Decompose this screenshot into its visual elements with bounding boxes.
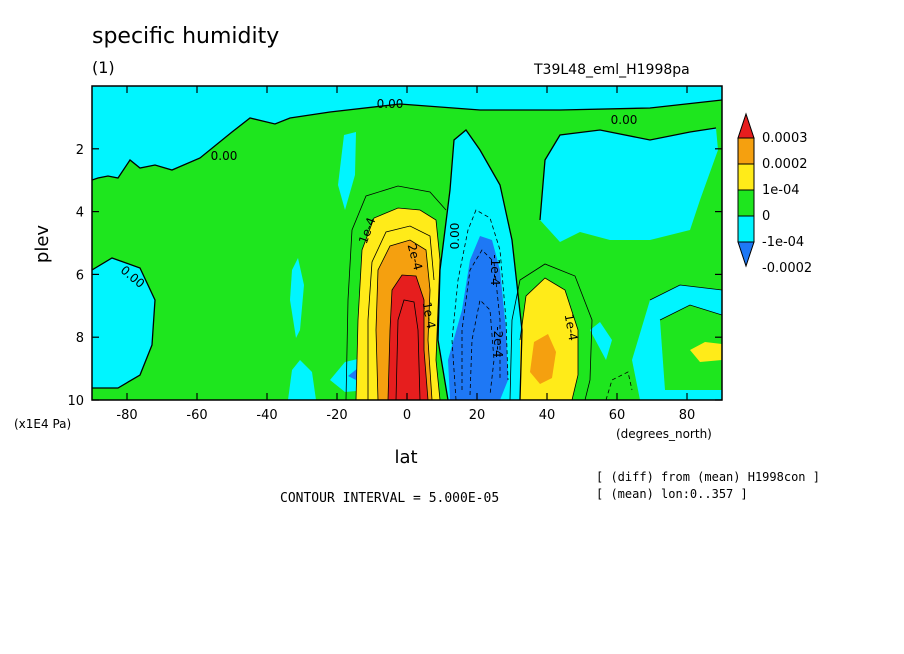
contour-label: -2e-4	[491, 326, 505, 357]
cyan-region-left	[92, 258, 155, 388]
legend-label: -1e-04	[762, 235, 804, 250]
y-axis-unit: (x1E4 Pa)	[14, 417, 71, 431]
legend-swatch	[737, 215, 755, 243]
cyan-region-right	[540, 128, 718, 242]
contour-label: 0.00	[611, 113, 638, 127]
legend-swatch	[737, 137, 755, 165]
contour-label: -1e-4	[488, 254, 502, 285]
y-tick-label: 8	[76, 331, 84, 346]
contour-label: 1e-4	[420, 301, 438, 330]
blue-region-core	[448, 236, 508, 400]
contour-label: 0.00	[448, 223, 462, 250]
x-tick-label: 40	[539, 408, 556, 423]
cyan-region-right2	[590, 322, 612, 360]
mean-note: [ (mean) lon:0..357 ]	[596, 487, 748, 501]
x-tick-label: 60	[609, 408, 626, 423]
y-tick-label: 10	[67, 394, 84, 409]
x-axis-unit: (degrees_north)	[616, 427, 712, 441]
run-name: T39L48_eml_H1998pa	[534, 62, 690, 78]
cyan-region-pocket	[288, 360, 316, 400]
contour-interval: CONTOUR INTERVAL = 5.000E-05	[280, 491, 500, 506]
chart-title: specific humidity	[92, 24, 280, 49]
x-tick-label: -20	[326, 408, 347, 423]
legend-label: 1e-04	[762, 183, 800, 198]
contour-label: 1e-4	[562, 313, 580, 342]
orange-region-40n	[530, 334, 556, 384]
contour-label: 0.00	[211, 149, 238, 163]
color-legend: 0.0003 0.0002 1e-04 0 -1e-04 -0.0002	[737, 112, 812, 276]
cyan-region-narrow	[338, 132, 356, 210]
red-region-equator	[388, 275, 428, 400]
legend-arrow-top	[737, 112, 755, 139]
chart-subtitle: (1)	[92, 58, 115, 77]
x-tick-label: 0	[403, 408, 411, 423]
legend-arrow-bottom	[737, 241, 755, 268]
x-axis-title: lat	[394, 447, 417, 468]
legend-swatch	[737, 189, 755, 217]
legend-label: 0.0002	[762, 157, 808, 172]
x-tick-label: -80	[116, 408, 137, 423]
y-axis-title: plev	[32, 225, 53, 264]
y-tick-label: 4	[76, 206, 84, 221]
x-tick-label: -60	[186, 408, 207, 423]
y-tick-label: 6	[76, 268, 84, 283]
contour-label: 2e-4	[405, 242, 426, 272]
contour-fill	[92, 86, 722, 400]
axis-layer: -80 -60 -40 -20 0 20 40 60 80 2 4 6 8 10	[67, 86, 722, 423]
x-tick-label: -40	[256, 408, 277, 423]
legend-label: 0.0003	[762, 131, 808, 146]
legend-label: 0	[762, 209, 770, 224]
x-tick-label: 20	[469, 408, 486, 423]
yellow-region-farright	[690, 342, 722, 362]
green-region-farright-inner	[660, 305, 722, 390]
x-tick-label: 80	[679, 408, 696, 423]
cyan-region-spike	[290, 258, 304, 338]
contour-lines	[92, 99, 722, 400]
legend-label: -0.0002	[762, 261, 812, 276]
contour-label: 0.00	[377, 97, 404, 111]
y-tick-label: 2	[76, 143, 84, 158]
diff-note: [ (diff) from (mean) H1998con ]	[596, 470, 820, 484]
legend-swatch	[737, 163, 755, 191]
